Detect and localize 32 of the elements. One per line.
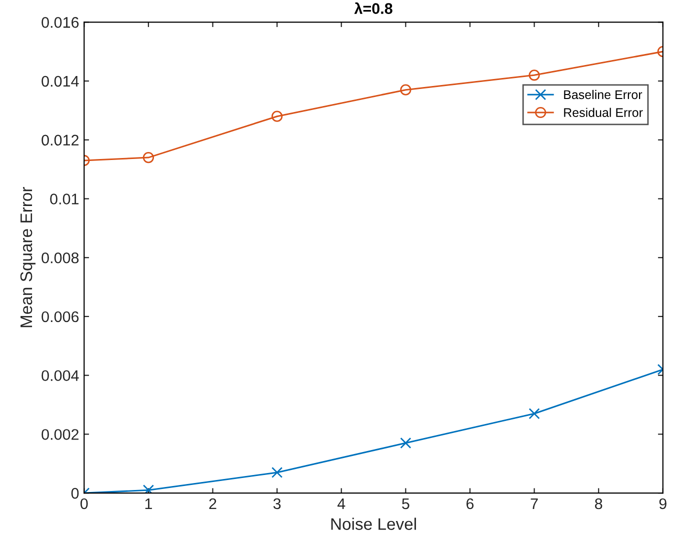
y-tick-label: 0.014 [42, 76, 79, 87]
legend-label: Residual Error [564, 108, 643, 117]
y-tick-label: 0.016 [42, 17, 79, 28]
chart-title: λ=0.8 [354, 2, 392, 14]
x-tick-label: 3 [273, 498, 281, 510]
point [528, 70, 540, 81]
x-tick-label: 8 [595, 498, 602, 510]
y-tick-label: 0.008 [42, 252, 79, 264]
point [271, 110, 283, 122]
x-tick-label: 4 [337, 498, 346, 509]
point [528, 408, 540, 420]
y-tick-label: 0.004 [42, 370, 79, 382]
x-tick-label: 0 [80, 498, 88, 510]
y-tick-label: 0 [71, 488, 79, 499]
y-axis-title: Mean Square Error [20, 187, 36, 328]
x-axis-title: Noise Level [331, 518, 416, 530]
y-tick-label: 0.012 [42, 134, 78, 146]
x-tick-label: 2 [209, 498, 216, 509]
y-tick-label: 0.002 [42, 429, 78, 440]
point [142, 152, 154, 164]
y-tick-label: 0.01 [50, 194, 79, 204]
x-tick-label: 1 [145, 498, 152, 509]
y-tick-label: 0.006 [42, 311, 79, 322]
x-tick-label: 6 [466, 498, 474, 510]
point [271, 466, 283, 478]
point [142, 484, 154, 494]
point [400, 437, 412, 449]
x-tick-label: 5 [402, 498, 410, 510]
x-tick-label: 7 [530, 498, 538, 509]
legend-label: Baseline Error [564, 90, 642, 100]
x-tick-label: 9 [659, 498, 666, 510]
point [400, 84, 412, 96]
